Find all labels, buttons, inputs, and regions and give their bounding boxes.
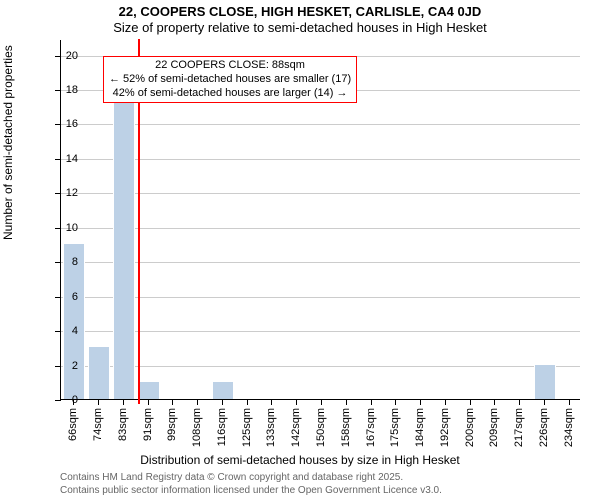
xtick-label: 108sqm bbox=[191, 408, 203, 447]
ytick bbox=[55, 193, 61, 194]
xtick bbox=[296, 399, 297, 405]
xtick bbox=[569, 399, 570, 405]
xtick bbox=[148, 399, 149, 405]
ytick bbox=[55, 400, 61, 401]
xtick-label: 158sqm bbox=[340, 408, 352, 447]
ytick-label: 12 bbox=[66, 187, 78, 199]
xtick-label: 175sqm bbox=[389, 408, 401, 447]
ytick-label: 14 bbox=[66, 153, 78, 165]
xtick bbox=[420, 399, 421, 405]
xtick bbox=[271, 399, 272, 405]
credits: Contains HM Land Registry data © Crown c… bbox=[60, 472, 442, 497]
xtick-label: 209sqm bbox=[488, 408, 500, 447]
ytick bbox=[55, 331, 61, 332]
xtick bbox=[197, 399, 198, 405]
xtick-label: 217sqm bbox=[513, 408, 525, 447]
xtick-label: 142sqm bbox=[290, 408, 302, 447]
bar bbox=[385, 398, 407, 399]
xtick-label: 91sqm bbox=[142, 408, 154, 441]
ytick bbox=[55, 228, 61, 229]
ytick bbox=[55, 366, 61, 367]
bar bbox=[509, 398, 531, 399]
credit-line-1: Contains HM Land Registry data © Crown c… bbox=[60, 472, 442, 485]
xtick bbox=[222, 399, 223, 405]
xtick bbox=[321, 399, 322, 405]
xtick-label: 125sqm bbox=[241, 408, 253, 447]
bar bbox=[187, 398, 209, 399]
bar bbox=[261, 398, 283, 399]
x-axis-label: Distribution of semi-detached houses by … bbox=[0, 453, 600, 467]
xtick-label: 133sqm bbox=[265, 408, 277, 447]
bar bbox=[286, 398, 308, 399]
bar bbox=[162, 398, 184, 399]
xtick bbox=[494, 399, 495, 405]
ytick-label: 8 bbox=[72, 256, 78, 268]
bar bbox=[435, 398, 457, 399]
xtick bbox=[172, 399, 173, 405]
ytick-label: 0 bbox=[72, 394, 78, 406]
xtick bbox=[445, 399, 446, 405]
annotation-box: 22 COOPERS CLOSE: 88sqm ← 52% of semi-de… bbox=[103, 56, 357, 103]
ytick-label: 18 bbox=[66, 84, 78, 96]
bar bbox=[113, 88, 135, 399]
chart-container: 22, COOPERS CLOSE, HIGH HESKET, CARLISLE… bbox=[0, 0, 600, 500]
chart-title: 22, COOPERS CLOSE, HIGH HESKET, CARLISLE… bbox=[0, 4, 600, 19]
xtick-label: 99sqm bbox=[166, 408, 178, 441]
bar bbox=[336, 398, 358, 399]
bar bbox=[311, 398, 333, 399]
y-axis-label: Number of semi-detached properties bbox=[1, 45, 15, 240]
ytick-label: 16 bbox=[66, 118, 78, 130]
annotation-line-3: 42% of semi-detached houses are larger (… bbox=[109, 87, 351, 101]
ytick bbox=[55, 124, 61, 125]
bar bbox=[237, 398, 259, 399]
bar bbox=[484, 398, 506, 399]
ytick bbox=[55, 297, 61, 298]
xtick-label: 234sqm bbox=[563, 408, 575, 447]
xtick bbox=[371, 399, 372, 405]
xtick bbox=[544, 399, 545, 405]
xtick bbox=[123, 399, 124, 405]
xtick bbox=[346, 399, 347, 405]
xtick bbox=[98, 399, 99, 405]
xtick-label: 74sqm bbox=[92, 408, 104, 441]
ytick-label: 20 bbox=[66, 50, 78, 62]
xtick bbox=[395, 399, 396, 405]
bar bbox=[460, 398, 482, 399]
ytick-label: 4 bbox=[72, 325, 78, 337]
bar bbox=[361, 398, 383, 399]
xtick-label: 150sqm bbox=[315, 408, 327, 447]
ytick bbox=[55, 262, 61, 263]
xtick bbox=[470, 399, 471, 405]
xtick-label: 192sqm bbox=[439, 408, 451, 447]
xtick-label: 200sqm bbox=[464, 408, 476, 447]
xtick bbox=[247, 399, 248, 405]
annotation-line-1: 22 COOPERS CLOSE: 88sqm bbox=[109, 59, 351, 73]
ytick-label: 10 bbox=[66, 222, 78, 234]
xtick-label: 167sqm bbox=[365, 408, 377, 447]
credit-line-2: Contains public sector information licen… bbox=[60, 485, 442, 498]
annotation-line-2: ← 52% of semi-detached houses are smalle… bbox=[109, 73, 351, 87]
bar bbox=[138, 381, 160, 399]
xtick-label: 66sqm bbox=[67, 408, 79, 441]
ytick-label: 6 bbox=[72, 291, 78, 303]
ytick bbox=[55, 90, 61, 91]
bar bbox=[559, 398, 581, 399]
xtick-label: 226sqm bbox=[538, 408, 550, 447]
ytick-label: 2 bbox=[72, 360, 78, 372]
ytick bbox=[55, 56, 61, 57]
bar bbox=[88, 346, 110, 399]
xtick-label: 83sqm bbox=[117, 408, 129, 441]
xtick bbox=[519, 399, 520, 405]
bar bbox=[410, 398, 432, 399]
ytick bbox=[55, 159, 61, 160]
xtick-label: 116sqm bbox=[216, 408, 228, 446]
plot-area: 66sqm74sqm83sqm91sqm99sqm108sqm116sqm125… bbox=[60, 40, 580, 400]
bar bbox=[212, 381, 234, 399]
xtick-label: 184sqm bbox=[414, 408, 426, 447]
bar bbox=[534, 364, 556, 399]
chart-subtitle: Size of property relative to semi-detach… bbox=[0, 20, 600, 35]
